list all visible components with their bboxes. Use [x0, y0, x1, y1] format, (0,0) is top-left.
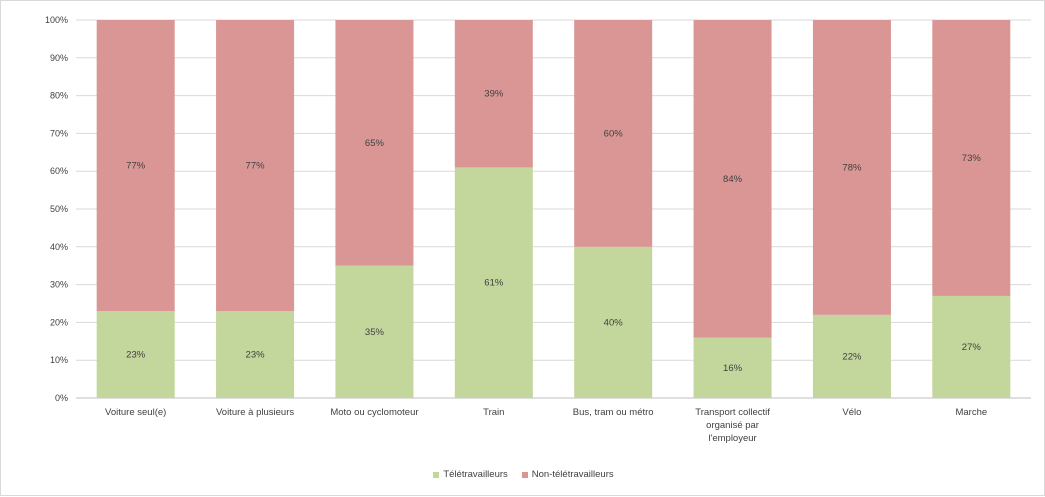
data-label: 35%: [365, 327, 385, 338]
x-category-label: Vélo: [842, 407, 861, 418]
bar-segment: [574, 20, 653, 247]
bar-segment: [812, 314, 891, 398]
y-tick-label: 70%: [50, 128, 68, 138]
y-tick-label: 60%: [50, 166, 68, 176]
data-label: 77%: [246, 161, 266, 172]
y-tick-label: 0%: [55, 393, 68, 403]
legend: Télétravailleurs Non-télétravailleurs: [1, 469, 1045, 480]
bar-segment: [454, 20, 533, 168]
bar-segment: [693, 337, 772, 398]
legend-swatch-non-teletravailleurs: [521, 471, 528, 478]
data-label: 22%: [842, 351, 862, 362]
bar-segment: [216, 20, 295, 312]
y-tick-label: 30%: [50, 280, 68, 290]
x-category-label: Train: [483, 407, 504, 418]
data-label: 65%: [365, 138, 385, 149]
y-tick-label: 40%: [50, 242, 68, 252]
legend-item-non-teletravailleurs: Non-télétravailleurs: [521, 469, 614, 480]
x-category-label: Transport collectif organisé par l'employe…: [695, 407, 770, 444]
x-category-label: Voiture à plusieurs: [216, 407, 294, 418]
bar-segment: [335, 20, 414, 266]
data-label: 77%: [126, 161, 146, 172]
data-label: 73%: [962, 153, 982, 164]
bar-segment: [454, 167, 533, 398]
data-label: 78%: [842, 162, 862, 173]
y-tick-label: 50%: [50, 204, 68, 214]
x-category-label: Marche: [955, 407, 987, 418]
data-label: 23%: [126, 350, 146, 361]
legend-label-teletravailleurs: Télétravailleurs: [443, 469, 508, 480]
data-label: 61%: [484, 278, 504, 289]
data-label: 84%: [723, 174, 743, 185]
bar-segment: [335, 265, 414, 398]
bar-segment: [932, 295, 1011, 398]
bar-segment: [932, 20, 1011, 296]
data-label: 27%: [962, 342, 982, 353]
bar-segment: [96, 311, 175, 398]
y-tick-label: 80%: [50, 91, 68, 101]
x-category-label: Voiture seul(e): [105, 407, 166, 418]
bar-segment: [216, 311, 295, 398]
x-category-label: Moto ou cyclomoteur: [330, 407, 418, 418]
data-label: 60%: [604, 128, 624, 139]
legend-item-teletravailleurs: Télétravailleurs: [433, 469, 508, 480]
y-tick-label: 10%: [50, 355, 68, 365]
data-label: 16%: [723, 363, 743, 374]
data-label: 39%: [484, 89, 504, 100]
legend-label-non-teletravailleurs: Non-télétravailleurs: [531, 469, 614, 480]
x-category-label: Bus, tram ou métro: [573, 407, 654, 418]
bar-segment: [693, 20, 772, 338]
y-tick-label: 90%: [50, 53, 68, 63]
data-label: 40%: [604, 317, 624, 328]
y-tick-label: 100%: [45, 15, 68, 25]
y-tick-label: 20%: [50, 317, 68, 327]
data-label: 23%: [246, 350, 266, 361]
bar-segment: [812, 20, 891, 315]
bar-segment: [574, 246, 653, 398]
legend-swatch-teletravailleurs: [433, 471, 440, 478]
bar-segment: [96, 20, 175, 312]
